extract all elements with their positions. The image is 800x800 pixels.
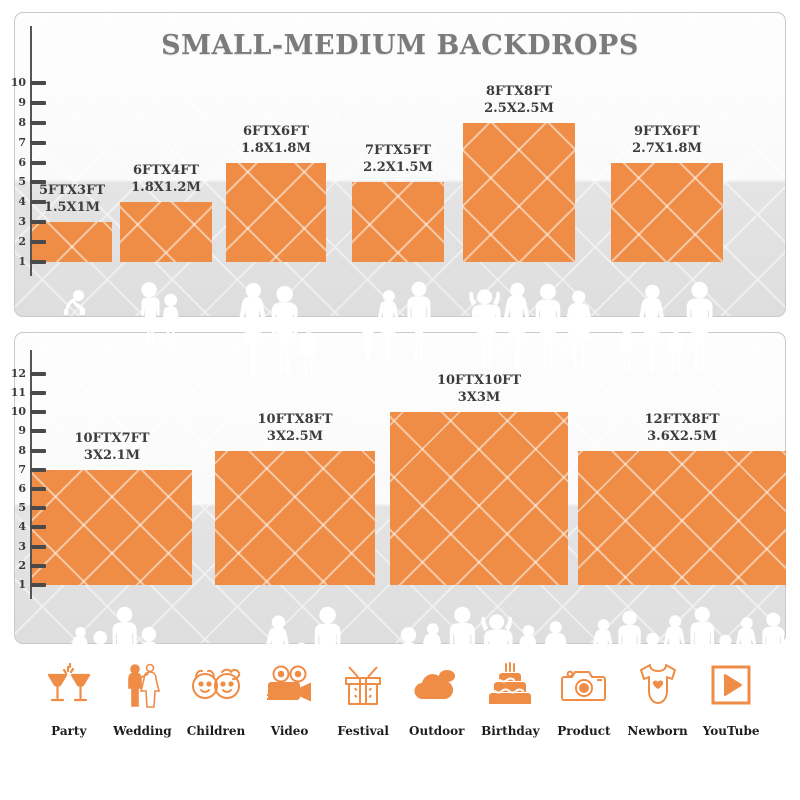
cheers-glasses-icon xyxy=(42,658,96,712)
page-title: SMALL-MEDIUM BACKDROPS xyxy=(161,30,639,61)
children-faces-icon xyxy=(189,658,243,712)
use-case-party[interactable]: Party xyxy=(32,658,106,738)
use-case-label: Festival xyxy=(337,724,389,738)
use-case-label: Product xyxy=(557,724,611,738)
use-case-children[interactable]: Children xyxy=(179,658,253,738)
gift-box-icon xyxy=(336,658,390,712)
use-case-label: Birthday xyxy=(481,724,540,738)
photo-camera-icon xyxy=(557,658,611,712)
use-case-product[interactable]: Product xyxy=(547,658,621,738)
use-case-label: Wedding xyxy=(113,724,172,738)
use-case-outdoor[interactable]: Outdoor xyxy=(400,658,474,738)
use-case-icon-strip: Party Wedding Children Video Festival Ou… xyxy=(14,658,786,768)
chart-panel-large xyxy=(14,332,786,644)
use-case-label: Newborn xyxy=(627,724,688,738)
birthday-cake-icon xyxy=(483,658,537,712)
use-case-label: Party xyxy=(51,724,87,738)
use-case-video[interactable]: Video xyxy=(253,658,327,738)
play-button-icon xyxy=(704,658,758,712)
cloud-tree-icon xyxy=(410,658,464,712)
baby-onesie-icon xyxy=(631,658,685,712)
use-case-label: Outdoor xyxy=(409,724,465,738)
use-case-label: YouTube xyxy=(702,724,760,738)
movie-camera-icon xyxy=(263,658,317,712)
use-case-birthday[interactable]: Birthday xyxy=(474,658,548,738)
use-case-label: Children xyxy=(186,724,246,738)
use-case-festival[interactable]: Festival xyxy=(326,658,400,738)
wedding-couple-icon xyxy=(115,658,169,712)
use-case-youtube[interactable]: YouTube xyxy=(694,658,768,738)
use-case-wedding[interactable]: Wedding xyxy=(106,658,180,738)
use-case-label: Video xyxy=(270,724,309,738)
use-case-newborn[interactable]: Newborn xyxy=(621,658,695,738)
